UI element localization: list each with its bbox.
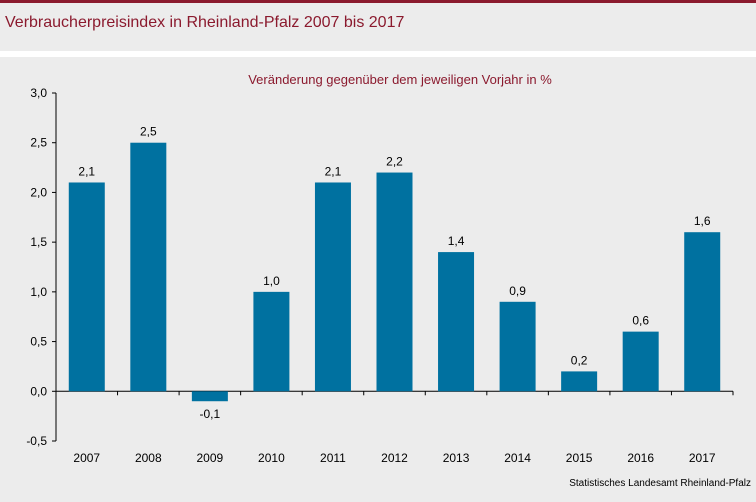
bar-2007 [68,182,105,392]
data-label-2008: 2,5 [140,125,157,139]
x-tick-label-2010: 2010 [258,451,285,465]
bar-2016 [622,331,659,392]
y-tick-label: 0,0 [30,384,47,398]
y-tick-label: 1,5 [30,235,47,249]
x-tick-label-2015: 2015 [566,451,593,465]
axes: -0,5 0,0 0,5 1,0 1,5 2,0 2,5 3,0 2007 2008 2009 201… [26,86,734,465]
chart-subtitle: Veränderung gegenüber dem jeweiligen Vor… [248,72,552,87]
bar-2008 [130,142,167,392]
top-rule [0,0,756,3]
data-label-2015: 0,2 [571,353,588,367]
bar-2015 [561,371,598,392]
data-labels: 2,1 2,5 -0,1 1,0 2,1 2,2 1,4 0,9 0,2 0,6 1,6 [78,125,710,422]
data-label-2012: 2,2 [386,155,403,169]
data-label-2016: 0,6 [632,314,649,328]
y-tick-label: 3,0 [30,86,47,100]
y-tick-label: 2,5 [30,136,47,150]
x-tick-label-2014: 2014 [504,451,531,465]
bar-2013 [438,252,475,392]
x-tick-label-2016: 2016 [627,451,654,465]
source-note: Statistisches Landesamt Rheinland-Pfalz [569,478,751,489]
bar-2011 [314,182,351,392]
data-label-2007: 2,1 [78,164,95,178]
y-tick-label: 0,5 [30,335,47,349]
x-tick-label-2013: 2013 [443,451,470,465]
data-label-2017: 1,6 [694,214,711,228]
x-tick-label-2008: 2008 [135,451,162,465]
y-tick-label: 2,0 [30,185,47,199]
data-label-2011: 2,1 [325,164,342,178]
bars [68,142,721,402]
y-tick-label: 1,0 [30,285,47,299]
x-tick-label-2012: 2012 [381,451,408,465]
data-label-2014: 0,9 [509,284,526,298]
bar-2010 [253,291,290,392]
bar-2009 [191,391,228,402]
bar-2014 [499,301,536,392]
x-tick-label-2017: 2017 [689,451,716,465]
data-label-2013: 1,4 [448,234,465,248]
data-label-2009: -0,1 [200,407,221,421]
data-label-2010: 1,0 [263,274,280,288]
bar-2017 [684,232,721,392]
x-tick-label-2011: 2011 [320,451,346,465]
x-tick-label-2007: 2007 [73,451,100,465]
page-title: Verbraucherpreisindex in Rheinland-Pfalz… [5,14,405,31]
y-tick-label: -0,5 [26,434,47,448]
x-tick-label-2009: 2009 [197,451,224,465]
bar-2012 [376,172,413,392]
